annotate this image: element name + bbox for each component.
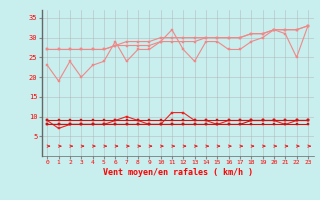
X-axis label: Vent moyen/en rafales ( km/h ): Vent moyen/en rafales ( km/h ): [103, 168, 252, 177]
